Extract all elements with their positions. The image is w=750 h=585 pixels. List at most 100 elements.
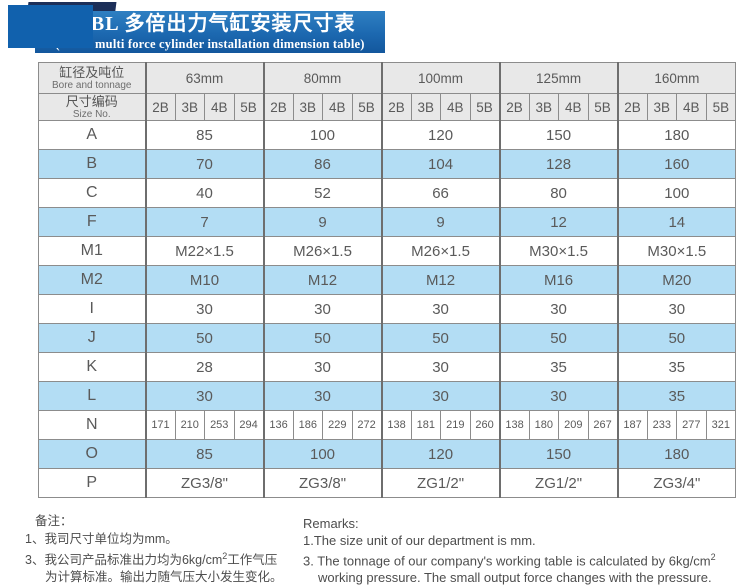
size-no-header-row: 尺寸编码 Size No. 2B 3B 4B 5B 2B 3B 4B 5B 2B 3B 4B 5B 2B… [38, 93, 737, 121]
value-cell: 100 [262, 439, 383, 469]
value-cell: 30 [262, 381, 383, 411]
notes-en-heading: Remarks: [303, 516, 359, 531]
value-cell: 100 [262, 120, 383, 150]
row-label: C [38, 178, 146, 208]
value-cell: 12 [498, 207, 619, 237]
value-cell: 180 [616, 439, 737, 469]
subcol-header: 3B [174, 93, 205, 121]
notes-cn-line2-post: 工作气压 [227, 553, 278, 568]
value-cell: 219 [440, 410, 471, 440]
corner-header-bore-cn: 缸径及吨位 [59, 65, 125, 80]
value-cell: M16 [498, 265, 619, 295]
page-title: JRBL 多倍出力气缸安装尺寸表 [64, 13, 356, 35]
subcol-header: 4B [676, 93, 707, 121]
value-cell: 160 [616, 149, 737, 179]
row-label: F [38, 207, 146, 237]
value-cell: ZG1/2" [380, 468, 501, 498]
row-label: N [38, 410, 146, 440]
value-cell: 30 [498, 294, 619, 324]
subcol-header: 2B [262, 93, 294, 121]
subcol-header: 3B [528, 93, 560, 121]
notes-chinese: 备注： 1、我司尺寸单位均为mm。 3、我公司产品标准出力均为6kg/cm2工作… [25, 513, 283, 585]
row-label: I [38, 294, 146, 324]
value-cell: 233 [646, 410, 678, 440]
corner-header-size-cn: 尺寸编码 [65, 94, 118, 110]
table-row-O: O 85 100 120 150 180 [38, 439, 737, 469]
value-cell: 9 [262, 207, 383, 237]
table-row-B: B 70 86 104 128 160 [38, 149, 737, 179]
subcol-header: 3B [292, 93, 324, 121]
subcol-header: 2B [498, 93, 530, 121]
bore-group-header: 125mm [498, 62, 619, 94]
value-cell: 181 [410, 410, 442, 440]
value-cell: 30 [262, 352, 383, 382]
value-cell: 9 [380, 207, 501, 237]
dimension-table: 缸径及吨位 Bore and tonnage 63mm 80mm 100mm 1… [38, 62, 737, 498]
table-row-I: I 30 30 30 30 30 [38, 294, 737, 324]
notes-cn-line2-pre: 3、我公司产品标准出力均为6kg/cm [25, 553, 223, 568]
table-row-L: L 30 30 30 30 35 [38, 381, 737, 411]
value-cell: 30 [144, 381, 265, 411]
value-cell: 85 [144, 439, 265, 469]
value-cell: 267 [587, 410, 619, 440]
value-cell: 120 [380, 439, 501, 469]
notes-cn-line2-sup: 2 [222, 551, 228, 561]
value-cell: 136 [262, 410, 294, 440]
value-cell: M26×1.5 [380, 236, 501, 266]
value-cell: 209 [558, 410, 589, 440]
value-cell: 28 [144, 352, 265, 382]
value-cell: 50 [616, 323, 737, 353]
value-cell: ZG1/2" [498, 468, 619, 498]
value-cell: 50 [144, 323, 265, 353]
subcol-header: 2B [380, 93, 412, 121]
value-cell: 138 [498, 410, 530, 440]
table-row-M2: M2 M10 M12 M12 M16 M20 [38, 265, 737, 295]
subcol-header: 3B [646, 93, 678, 121]
subcol-header: 4B [440, 93, 471, 121]
value-cell: 35 [498, 352, 619, 382]
subcol-header: 3B [410, 93, 442, 121]
table-row-P: P ZG3/8" ZG3/8" ZG1/2" ZG1/2" ZG3/4" [38, 468, 737, 498]
value-cell: 35 [616, 352, 737, 382]
title-banner: JRBL 多倍出力气缸安装尺寸表 (JRBL multi force cylin… [35, 11, 385, 53]
value-cell: M12 [380, 265, 501, 295]
notes-en-line2-sup: 2 [710, 552, 716, 562]
value-cell: 85 [144, 120, 265, 150]
value-cell: 128 [498, 149, 619, 179]
notes-cn-heading: 备注： [35, 514, 73, 528]
subcol-header: 4B [204, 93, 235, 121]
page-subtitle: (JRBL multi force cylinder installation … [55, 37, 365, 51]
subcol-header: 5B [469, 93, 501, 121]
subcol-header: 2B [616, 93, 648, 121]
value-cell: 260 [469, 410, 501, 440]
value-cell: 187 [616, 410, 648, 440]
value-cell: 80 [498, 178, 619, 208]
value-cell: 277 [676, 410, 707, 440]
corner-header-size-en: Size No. [72, 109, 111, 120]
table-row-F: F 7 9 9 12 14 [38, 207, 737, 237]
value-cell: 30 [380, 381, 501, 411]
header: JRBL 多倍出力气缸安装尺寸表 (JRBL multi force cylin… [0, 0, 750, 60]
value-cell: 253 [204, 410, 235, 440]
value-cell: 272 [351, 410, 383, 440]
corner-header-bore: 缸径及吨位 Bore and tonnage [38, 62, 146, 94]
value-cell: 66 [380, 178, 501, 208]
row-label: K [38, 352, 146, 382]
value-cell: 50 [498, 323, 619, 353]
notes-cn-line1: 1、我司尺寸单位均为mm。 [25, 532, 178, 546]
value-cell: 50 [380, 323, 501, 353]
value-cell: 120 [380, 120, 501, 150]
table-row-C: C 40 52 66 80 100 [38, 178, 737, 208]
subcol-header: 4B [322, 93, 353, 121]
value-cell: 14 [616, 207, 737, 237]
corner-header-size: 尺寸编码 Size No. [38, 93, 146, 121]
decor-blue-square [8, 5, 93, 48]
table-row-A: A 85 100 120 150 180 [38, 120, 737, 150]
value-cell: ZG3/8" [144, 468, 265, 498]
value-cell: M26×1.5 [262, 236, 383, 266]
notes-en-line2-pre: 3. The tonnage of our company's working … [303, 553, 711, 569]
value-cell: ZG3/4" [616, 468, 737, 498]
value-cell: 150 [498, 439, 619, 469]
value-cell: 294 [233, 410, 265, 440]
